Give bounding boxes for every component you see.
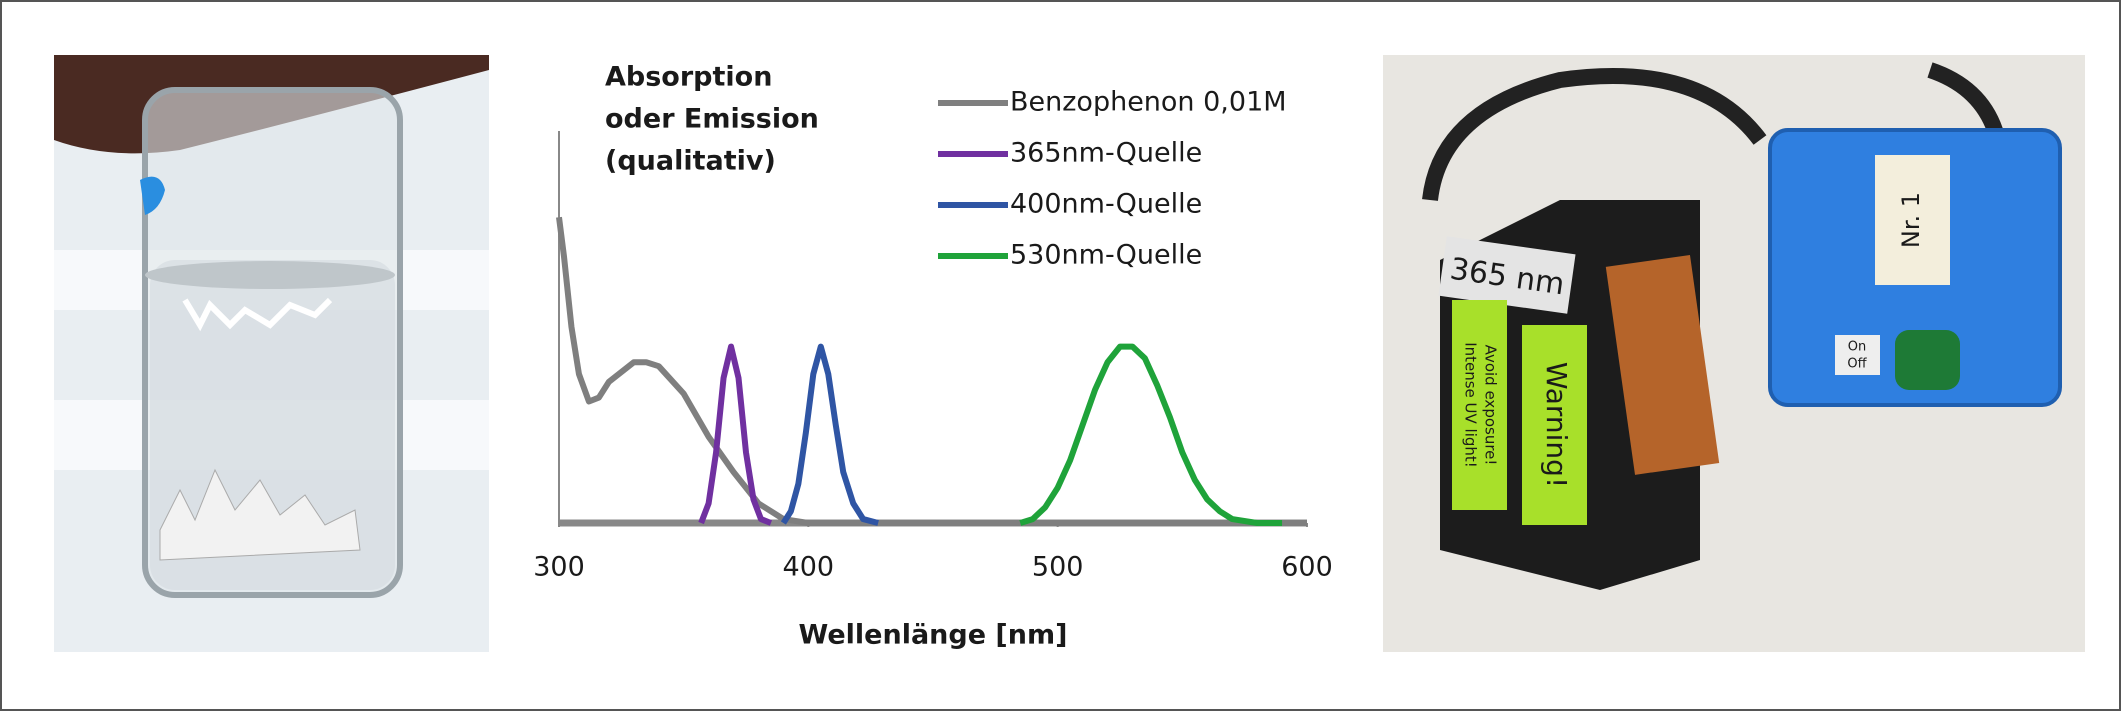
box-label: Nr. 1: [1897, 192, 1925, 248]
series-line: [698, 343, 773, 526]
series-line: [780, 343, 879, 526]
caution-1: Intense UV light!: [1462, 342, 1480, 468]
series-line: [1019, 343, 1283, 526]
y-axis-label: Absorption: [605, 62, 772, 93]
caution-2: Avoid exposure!: [1482, 345, 1500, 466]
x-tick-label: 400: [783, 552, 835, 583]
device-photo: Nr. 1 On Off 365 nm Intense UV light! Av…: [1383, 55, 2085, 652]
legend-label: 530nm-Quelle: [1010, 240, 1202, 271]
chart: Absorption oder Emission (qualitativ) We…: [533, 62, 1333, 651]
y-axis-label: oder Emission: [605, 104, 819, 135]
switch-off: Off: [1847, 357, 1867, 372]
x-axis-label: Wellenlänge [nm]: [799, 620, 1068, 651]
legend-label: 365nm-Quelle: [1010, 138, 1202, 169]
warning-label: Warning!: [1540, 362, 1573, 488]
legend-label: Benzophenon 0,01M: [1010, 87, 1287, 118]
x-tick-label: 600: [1281, 552, 1333, 583]
series-line: [556, 216, 1307, 526]
x-tick-label: 300: [533, 552, 585, 583]
vial-photo: [54, 55, 489, 652]
legend-label: 400nm-Quelle: [1010, 189, 1202, 220]
y-axis-label: (qualitativ): [605, 146, 776, 177]
x-tick-label: 500: [1032, 552, 1084, 583]
switch-on: On: [1848, 340, 1866, 355]
